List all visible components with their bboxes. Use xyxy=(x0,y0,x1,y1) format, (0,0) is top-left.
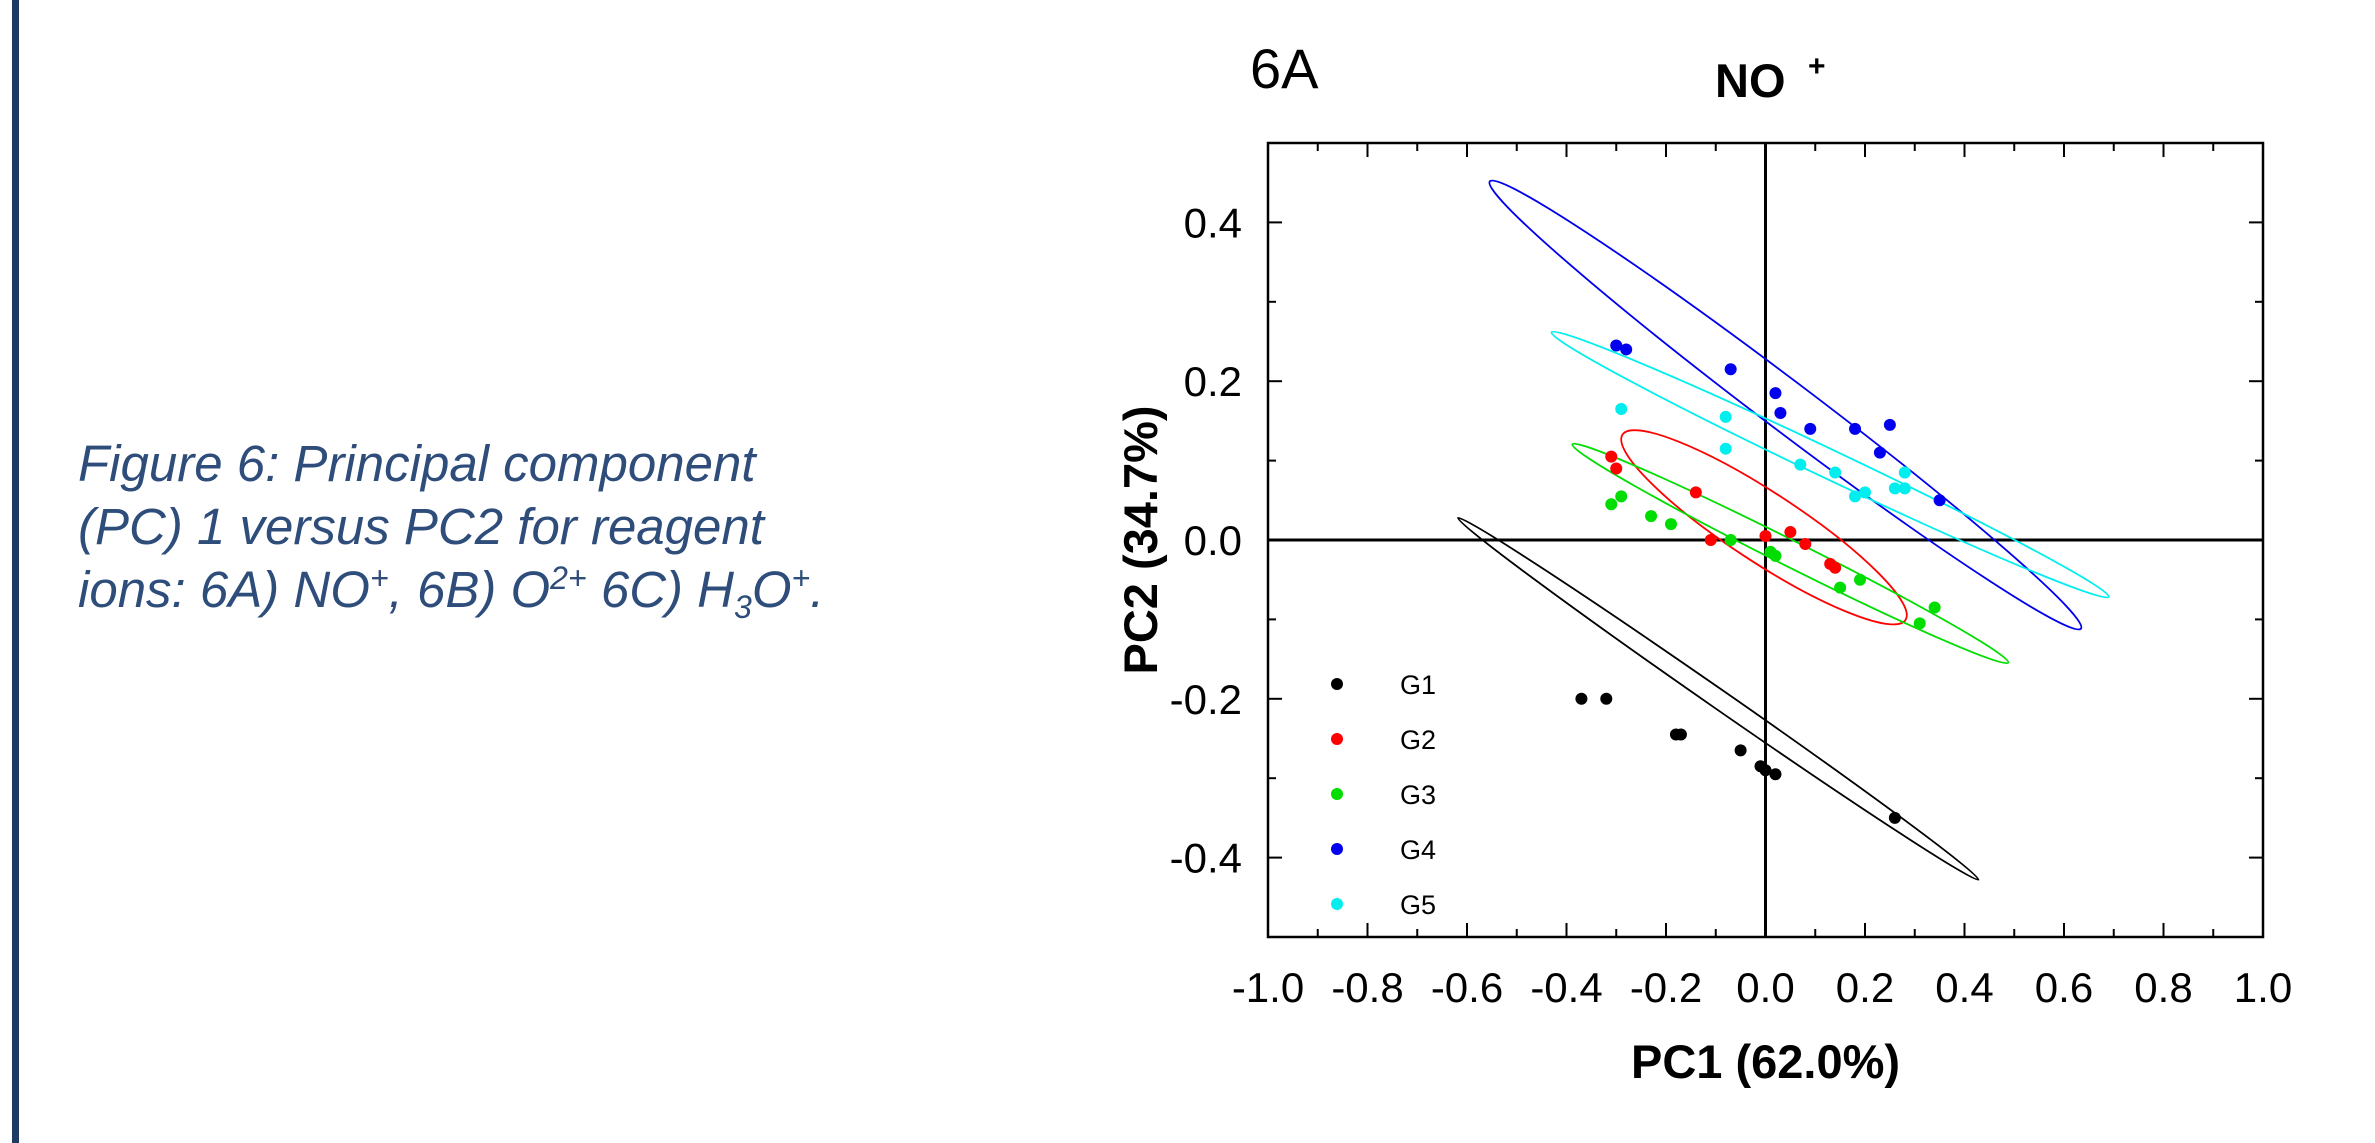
x-tick-label: 0.4 xyxy=(1935,964,1993,1011)
confidence-ellipse-g4 xyxy=(1488,179,2083,631)
data-point-g4 xyxy=(1724,363,1737,376)
legend-marker-g3 xyxy=(1331,788,1343,800)
confidence-ellipse-g3 xyxy=(1571,442,2010,665)
data-point-g5 xyxy=(1898,466,1911,479)
data-point-g2 xyxy=(1829,561,1842,574)
data-point-g5 xyxy=(1888,482,1901,495)
figure-caption: Figure 6: Principal component (PC) 1 ver… xyxy=(78,432,938,623)
y-tick-label: 0.2 xyxy=(1184,358,1242,405)
data-point-g4 xyxy=(1620,343,1633,356)
data-point-g5 xyxy=(1898,482,1911,495)
data-point-g2 xyxy=(1759,530,1772,543)
legend-marker-g4 xyxy=(1331,843,1343,855)
x-tick-label: 0.8 xyxy=(2134,964,2192,1011)
data-point-g2 xyxy=(1605,450,1618,463)
y-tick-label: 0.4 xyxy=(1184,199,1242,246)
chart-title: NO xyxy=(1715,54,1786,107)
data-point-g5 xyxy=(1719,442,1732,455)
data-point-g4 xyxy=(1849,422,1862,435)
data-point-g3 xyxy=(1724,534,1737,546)
data-point-g3 xyxy=(1605,498,1618,511)
data-point-g3 xyxy=(1834,581,1847,594)
x-tick-label: -0.4 xyxy=(1530,964,1602,1011)
caption-subscript: 3 xyxy=(734,589,752,626)
caption-line-2: (PC) 1 versus PC2 for reagent xyxy=(78,498,764,555)
confidence-ellipse-g5 xyxy=(1550,330,2110,599)
data-point-g2 xyxy=(1799,537,1812,550)
data-point-g5 xyxy=(1849,490,1862,503)
caption-superscript: 2+ xyxy=(550,560,587,596)
caption-line-3: ions: 6A) NO+, 6B) O2+ 6C) H3O+. xyxy=(78,558,938,623)
x-axis-label: PC1 (62.0%) xyxy=(1631,1035,1900,1088)
x-tick-label: -0.6 xyxy=(1431,964,1503,1011)
data-point-g5 xyxy=(1829,466,1842,479)
data-point-g5 xyxy=(1719,410,1732,423)
data-point-g4 xyxy=(1769,387,1782,400)
x-tick-label: -0.2 xyxy=(1630,964,1702,1011)
legend-label-g5: G5 xyxy=(1400,890,1436,920)
chart-title-superscript: + xyxy=(1808,50,1826,83)
y-tick-label: -0.2 xyxy=(1170,676,1242,723)
data-point-g1 xyxy=(1600,692,1613,705)
data-point-g3 xyxy=(1928,601,1941,614)
caption-superscript: + xyxy=(791,560,811,596)
data-point-g1 xyxy=(1674,728,1687,741)
left-border xyxy=(12,0,19,1143)
data-point-g2 xyxy=(1689,486,1702,499)
data-point-g1 xyxy=(1759,764,1772,777)
x-tick-label: 0.2 xyxy=(1836,964,1894,1011)
data-point-g1 xyxy=(1888,811,1901,824)
data-point-g5 xyxy=(1794,458,1807,471)
legend-marker-g1 xyxy=(1331,678,1343,690)
data-point-g4 xyxy=(1883,418,1896,431)
legend-label-g4: G4 xyxy=(1400,835,1436,865)
confidence-ellipse-g2 xyxy=(1620,429,1908,626)
caption-text: ions: 6A) NO xyxy=(78,561,370,618)
data-point-g1 xyxy=(1769,768,1782,781)
caption-superscript: + xyxy=(369,560,389,596)
x-tick-label: 1.0 xyxy=(2234,964,2292,1011)
data-point-g3 xyxy=(1769,549,1782,562)
legend-marker-g5 xyxy=(1331,898,1343,910)
x-tick-label: 0.6 xyxy=(2035,964,2093,1011)
legend-label-g3: G3 xyxy=(1400,780,1436,810)
x-tick-label: -1.0 xyxy=(1232,964,1304,1011)
data-point-g5 xyxy=(1615,402,1628,415)
caption-text: . xyxy=(810,561,825,618)
y-axis-label: PC2 (34.7%) xyxy=(1114,405,1167,674)
caption-line-1: Figure 6: Principal component xyxy=(78,435,756,492)
data-point-g2 xyxy=(1784,526,1797,539)
data-point-g3 xyxy=(1854,573,1867,586)
y-tick-label: 0.0 xyxy=(1184,517,1242,564)
legend-marker-g2 xyxy=(1331,733,1343,745)
data-point-g4 xyxy=(1933,494,1946,507)
data-point-g2 xyxy=(1610,462,1623,475)
x-tick-label: 0.0 xyxy=(1736,964,1794,1011)
panel-label: 6A xyxy=(1250,37,1319,100)
caption-text: , 6B) O xyxy=(388,561,551,618)
y-tick-label: -0.4 xyxy=(1170,835,1242,882)
data-point-g4 xyxy=(1804,422,1817,435)
data-point-g3 xyxy=(1913,617,1926,630)
data-point-g1 xyxy=(1734,744,1747,757)
legend-label-g1: G1 xyxy=(1400,670,1436,700)
legend-label-g2: G2 xyxy=(1400,725,1436,755)
caption-text: 6C) H xyxy=(586,561,735,618)
data-point-g4 xyxy=(1610,339,1623,352)
data-point-g4 xyxy=(1873,446,1886,459)
data-point-g3 xyxy=(1645,510,1658,523)
data-point-g1 xyxy=(1575,692,1588,705)
data-point-g2 xyxy=(1704,534,1717,546)
x-tick-label: -0.8 xyxy=(1331,964,1403,1011)
data-point-g5 xyxy=(1859,486,1871,499)
data-point-g4 xyxy=(1774,406,1787,419)
confidence-ellipse-g1 xyxy=(1457,516,1980,881)
caption-text: O xyxy=(751,561,792,618)
data-point-g3 xyxy=(1664,518,1677,531)
data-point-g3 xyxy=(1615,490,1628,503)
